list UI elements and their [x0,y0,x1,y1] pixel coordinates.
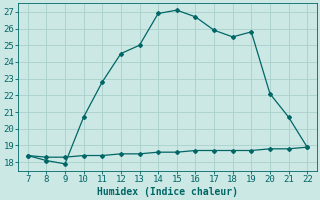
X-axis label: Humidex (Indice chaleur): Humidex (Indice chaleur) [97,186,238,197]
